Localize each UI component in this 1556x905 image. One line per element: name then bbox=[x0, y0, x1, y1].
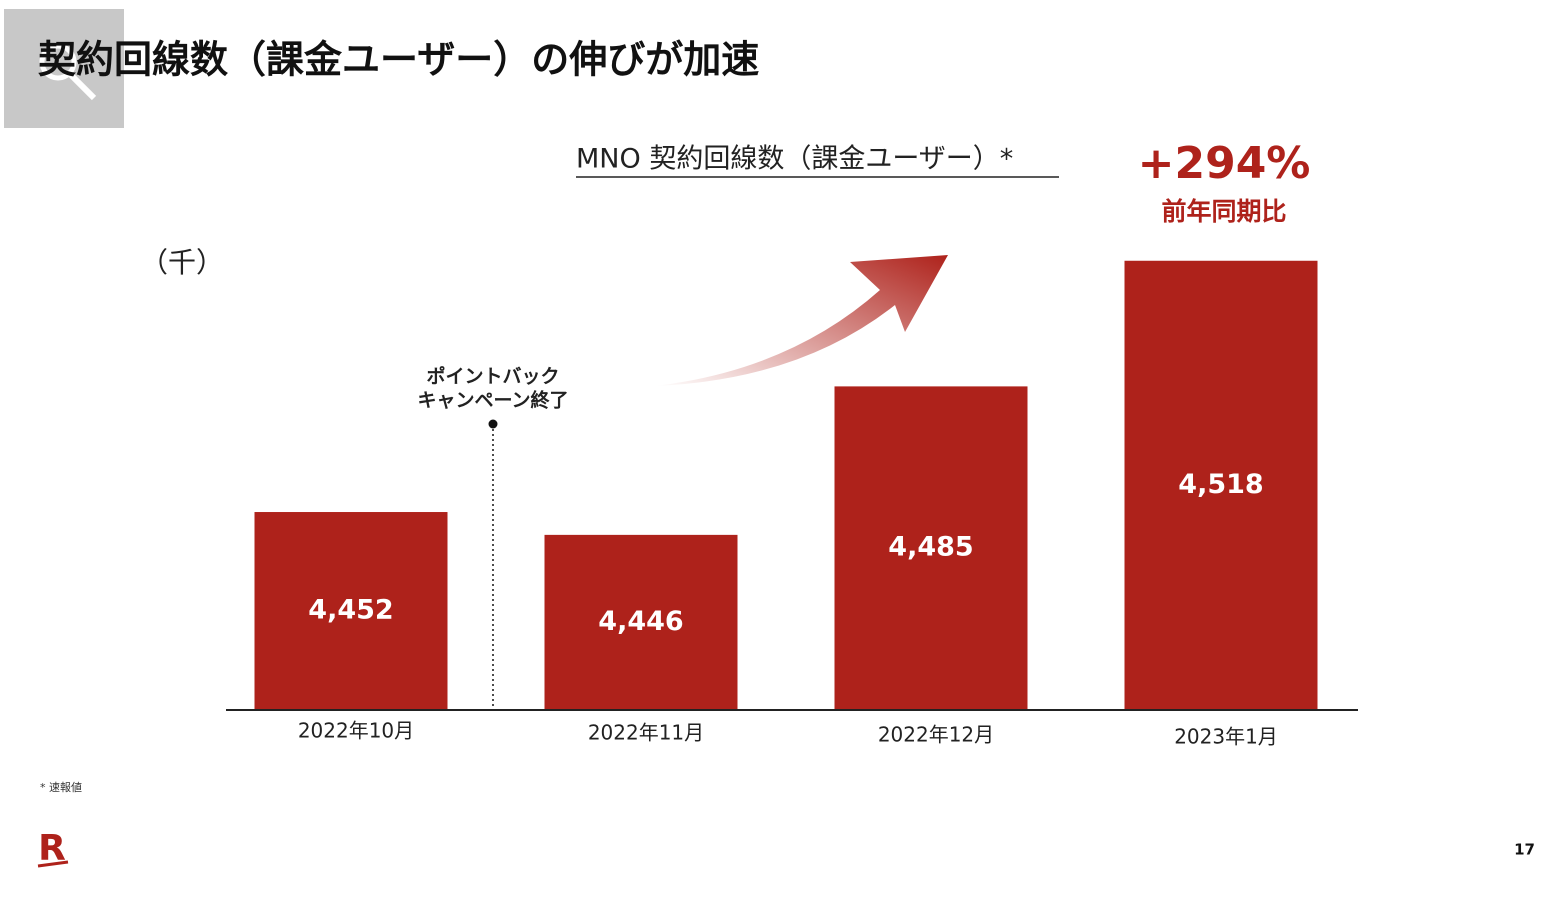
x-tick-label: 2022年12月 bbox=[878, 723, 994, 747]
x-tick-label: 2022年11月 bbox=[588, 721, 704, 745]
growth-arrow bbox=[655, 255, 948, 386]
x-tick-label: 2023年1月 bbox=[1174, 725, 1278, 749]
growth: +294% bbox=[1138, 138, 1311, 189]
value-label: 4,446 bbox=[598, 606, 683, 637]
title: 契約回線数（課金ユーザー）の伸びが加速 bbox=[38, 38, 759, 82]
growth-label: 前年同期比 bbox=[1161, 197, 1286, 226]
value-label: 4,518 bbox=[1178, 469, 1263, 500]
bar bbox=[254, 512, 448, 710]
value-label: 4,452 bbox=[308, 595, 393, 626]
page-number: 17 bbox=[1514, 841, 1535, 859]
annotation: キャンペーン終了 bbox=[417, 389, 568, 412]
value-label: 4,485 bbox=[888, 532, 973, 563]
plot: 4,452 2022年10月 4,446 2022年11月 4,485 2022年12月 4… bbox=[254, 260, 1318, 749]
subtitle: MNO 契約回線数（課金ユーザー）* bbox=[576, 144, 1013, 175]
logo-swoosh bbox=[37, 860, 69, 868]
zoom-button[interactable] bbox=[4, 9, 124, 128]
bar bbox=[834, 386, 1028, 710]
footnote: * 速報値 bbox=[40, 781, 82, 794]
x-tick-label: 2022年10月 bbox=[298, 719, 414, 743]
zoom-icon bbox=[39, 43, 77, 81]
bar bbox=[1124, 260, 1318, 710]
zoom-icon-handle bbox=[67, 71, 97, 101]
bar bbox=[544, 534, 738, 710]
unit-label: （千） bbox=[140, 246, 224, 279]
annotation: ポイントバック bbox=[426, 365, 559, 388]
